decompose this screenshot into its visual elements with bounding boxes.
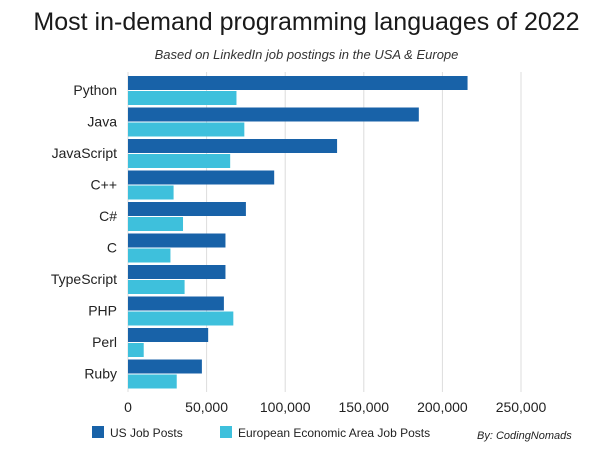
bar-eu <box>128 374 177 389</box>
bar-us <box>128 328 209 342</box>
category-label: C <box>107 240 117 256</box>
category-label: Perl <box>92 334 117 350</box>
bar-us <box>128 265 226 279</box>
chart-title: Most in-demand programming languages of … <box>33 8 580 36</box>
bar-us <box>128 233 226 248</box>
legend-swatch-eu <box>220 426 232 438</box>
x-tick-label: 0 <box>124 399 132 415</box>
x-tick-label: 250,000 <box>496 399 547 415</box>
chart-subtitle: Based on LinkedIn job postings in the US… <box>154 47 459 62</box>
bar-us <box>128 170 275 185</box>
bar-us <box>128 202 246 216</box>
bar-eu <box>128 154 231 168</box>
bar-us <box>128 139 338 153</box>
category-label: JavaScript <box>52 145 117 161</box>
legend-label-us: US Job Posts <box>110 426 183 440</box>
bar-eu <box>128 343 144 357</box>
legend-swatch-us <box>92 426 104 438</box>
bar-eu <box>128 280 185 294</box>
bar-eu <box>128 311 234 326</box>
legend: US Job Posts European Economic Area Job … <box>92 426 430 440</box>
credit-text: By: CodingNomads <box>477 430 572 442</box>
bar-eu <box>128 248 171 263</box>
bar-us <box>128 296 224 311</box>
category-label: PHP <box>88 303 117 319</box>
category-label: Java <box>87 114 117 130</box>
legend-label-eu: European Economic Area Job Posts <box>238 426 430 440</box>
bars <box>128 76 468 389</box>
category-label: Ruby <box>84 366 117 382</box>
x-tick-label: 50,000 <box>185 399 228 415</box>
bar-us <box>128 359 202 374</box>
bar-eu <box>128 122 245 137</box>
category-label: C# <box>99 208 117 224</box>
category-label: C++ <box>91 177 117 193</box>
x-tick-label: 150,000 <box>338 399 389 415</box>
bar-eu <box>128 91 237 105</box>
bar-us <box>128 76 468 90</box>
x-tick-label: 200,000 <box>417 399 468 415</box>
category-label: TypeScript <box>51 271 117 287</box>
x-tick-labels: 0 50,000 100,000 150,000 200,000 250,000 <box>124 399 546 415</box>
category-label: Python <box>73 82 117 98</box>
bar-eu <box>128 217 184 231</box>
x-tick-label: 100,000 <box>260 399 311 415</box>
bar-eu <box>128 185 174 200</box>
bar-us <box>128 107 419 122</box>
category-labels: Python Java JavaScript C++ C# C TypeScript PHP P… <box>51 82 117 382</box>
